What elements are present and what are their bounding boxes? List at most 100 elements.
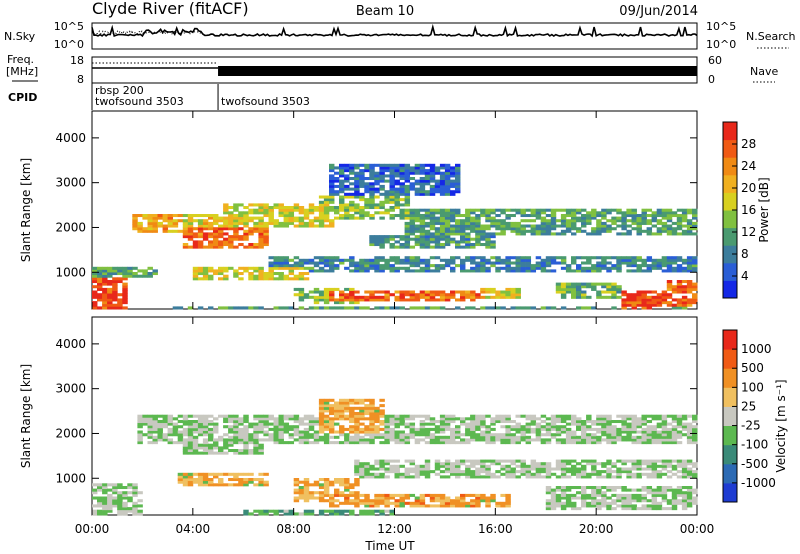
- vel-cells-cell: [384, 499, 390, 503]
- vel-cells-cell: [238, 472, 244, 476]
- power-cells-cell: [681, 301, 688, 305]
- vel-cells-cell: [626, 427, 632, 431]
- power-cells-cell: [475, 224, 481, 228]
- power-cells-cell: [177, 214, 184, 218]
- vel-cells-cell: [434, 420, 441, 424]
- vel-cells-cell: [197, 420, 204, 424]
- power-cells-cell: [530, 214, 537, 218]
- vel-cells-cell: [490, 438, 496, 442]
- power-cells-cell: [616, 208, 622, 212]
- power-cells-cell: [540, 208, 547, 212]
- noise-sky-line: [91, 23, 698, 38]
- power-cells-cell: [560, 266, 567, 270]
- vel-cells-cell: [182, 483, 189, 487]
- vel-cells-cell: [631, 414, 637, 418]
- power-cells-cell: [500, 266, 506, 270]
- power-cells-cell: [208, 221, 214, 225]
- vel-cells-cell: [586, 433, 592, 437]
- power-cells-cell: [273, 256, 279, 260]
- vel-cells-cell: [576, 420, 582, 424]
- vel-cells-cell: [182, 430, 189, 434]
- vel-cells-cell: [334, 414, 340, 418]
- vel-cells-cell: [596, 472, 602, 476]
- cpid-segment-label: rbsp 200: [95, 84, 144, 97]
- power-cells-cell: [182, 219, 189, 223]
- power-cells-cell: [414, 166, 421, 170]
- vel-cells-cell: [359, 464, 365, 468]
- vel-cells-cell: [318, 406, 325, 410]
- power-cells-cell: [369, 190, 375, 194]
- vel-cells-cell: [192, 435, 199, 439]
- power-cells-cell: [651, 290, 658, 294]
- power-cells-cell: [540, 261, 547, 265]
- vel-cells-cell: [676, 420, 683, 424]
- power-cells-cell: [606, 269, 612, 273]
- power-cells-cell: [107, 280, 113, 284]
- vel-cells-cell: [303, 509, 310, 513]
- power-cells-cell: [439, 190, 446, 194]
- vel-cells-cell: [510, 420, 516, 424]
- power-cells-cell: [197, 232, 204, 236]
- vel-cells-cell: [500, 433, 506, 437]
- vel-cells-cell: [334, 493, 340, 497]
- power-cells-cell: [555, 285, 562, 289]
- vel-cells-cell: [530, 459, 537, 463]
- power-cells-cell: [364, 295, 370, 299]
- vel-cells-cell: [596, 435, 602, 439]
- vel-cells-cell: [429, 438, 436, 442]
- power-cells-cell: [550, 216, 557, 220]
- vel-cells-cell: [399, 417, 405, 421]
- power-cells-cell: [329, 306, 335, 310]
- vel-cells-cell: [616, 493, 622, 497]
- vel-cells-cell: [596, 499, 602, 503]
- vel-cells-cell: [238, 449, 244, 453]
- vel-cells-cell: [641, 427, 647, 431]
- vel-cells-cell: [349, 430, 355, 434]
- power-cells-cell: [686, 224, 693, 228]
- vel-cells-cell: [354, 472, 360, 476]
- vel-cells-cell: [197, 430, 204, 434]
- power-cells-cell: [626, 211, 632, 215]
- power-cells-cell: [112, 269, 118, 273]
- power-cells-cell: [102, 287, 108, 291]
- power-cells-cell: [389, 200, 395, 204]
- power-cells-cell: [495, 258, 501, 262]
- vel-cells-cell: [636, 417, 642, 421]
- vel-cells-cell: [621, 420, 627, 424]
- vel-cells-cell: [636, 441, 642, 445]
- vel-cells-cell: [465, 422, 471, 426]
- vel-cells-cell: [354, 406, 360, 410]
- power-cells-cell: [192, 266, 199, 270]
- vel-cells-cell: [374, 406, 380, 410]
- vel-cells-cell: [303, 438, 310, 442]
- power-cells-cell: [692, 287, 698, 291]
- power-cells-cell: [470, 295, 476, 299]
- vel-cells-cell: [656, 464, 663, 468]
- power-cells-cell: [213, 229, 219, 233]
- power-cells-cell: [288, 266, 295, 270]
- vel-cells-cell: [344, 404, 350, 408]
- power-cells-cell: [525, 229, 532, 233]
- noise-right-tick-top: 10^5: [706, 20, 736, 33]
- power-cells-cell: [611, 256, 617, 260]
- power-cells-cell: [480, 235, 486, 239]
- vel-cells-cell: [560, 496, 567, 500]
- vel-cells-cell: [555, 441, 562, 445]
- vel-cells-cell: [354, 459, 360, 463]
- vel-cells-cell: [354, 412, 360, 416]
- power-cells-cell: [661, 264, 668, 268]
- vel-cells-cell: [248, 433, 254, 437]
- power-cells-cell: [298, 290, 305, 294]
- noise-right-tick-bottom: 10^0: [706, 38, 736, 51]
- vel-cells-cell: [344, 435, 350, 439]
- power-cells-cell: [404, 166, 411, 170]
- vel-cells-cell: [359, 398, 365, 402]
- power-cells-cell: [429, 192, 436, 196]
- power-cells-cell: [278, 224, 284, 228]
- vel-cells-cell: [510, 467, 516, 471]
- vel-cells-cell: [197, 427, 204, 431]
- vel-cells-cell: [233, 472, 239, 476]
- vel-cells-cell: [661, 441, 668, 445]
- vel-cells-cell: [475, 499, 481, 503]
- power-cells-cell: [606, 261, 612, 265]
